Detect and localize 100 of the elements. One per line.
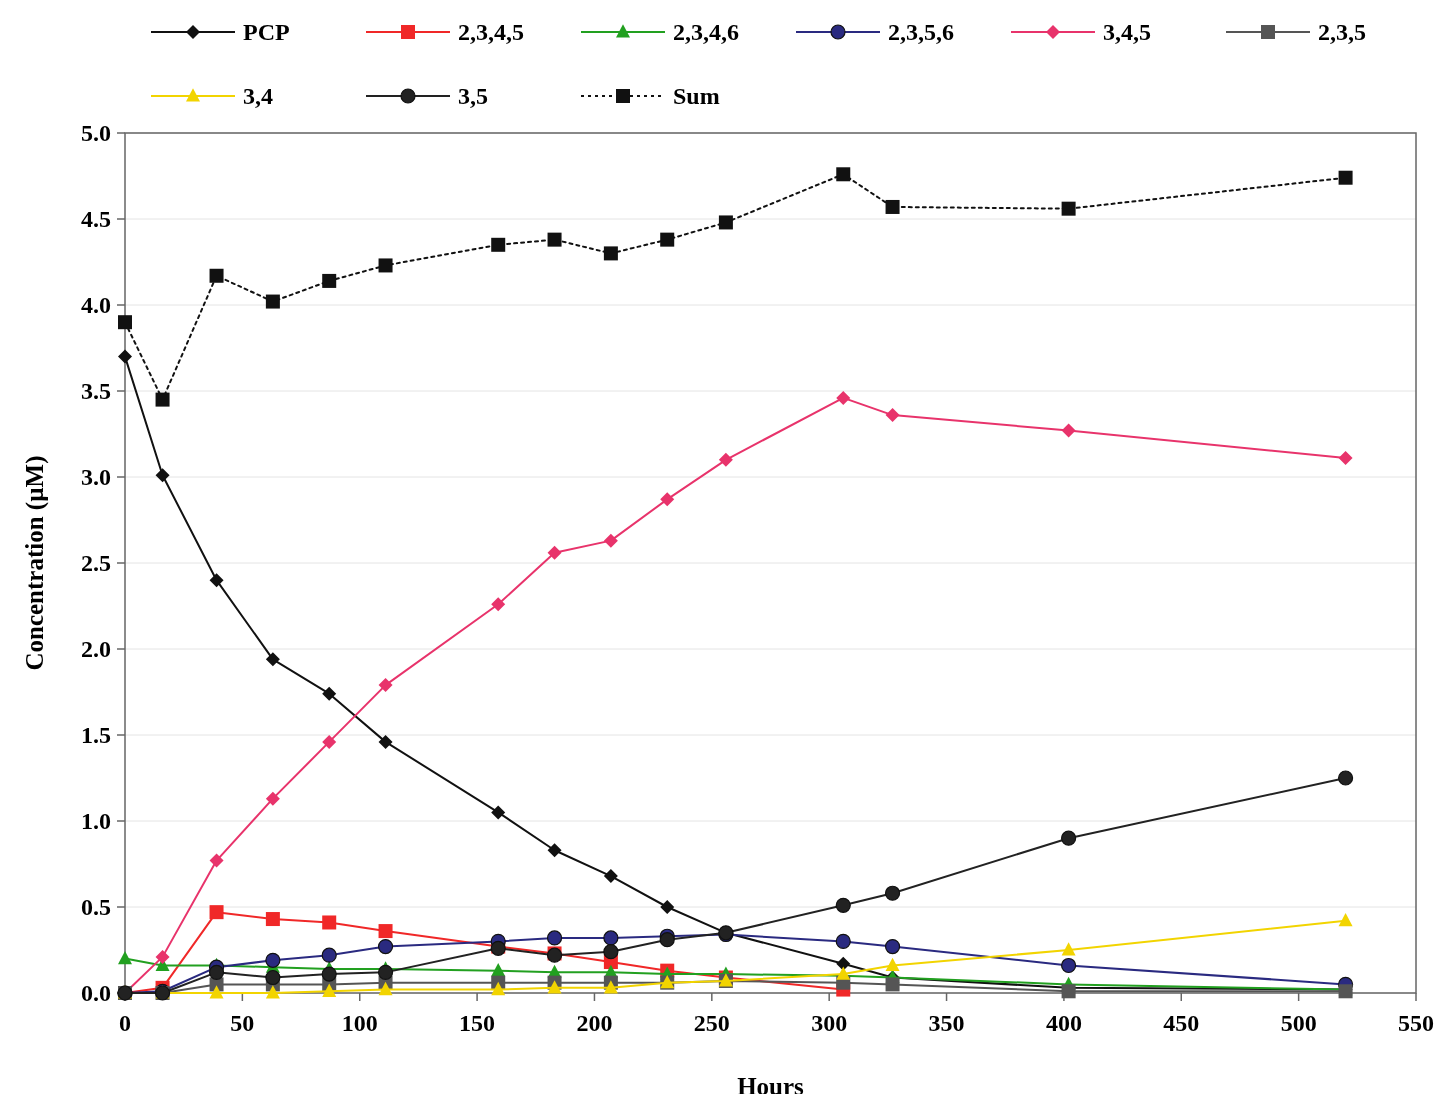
- point: [378, 678, 393, 693]
- y-tick-label: 3.0: [81, 464, 111, 490]
- point: [884, 885, 901, 901]
- point: [378, 258, 393, 273]
- y-tick-label: 1.5: [81, 722, 111, 748]
- legend-label: 2,3,4,5: [458, 19, 524, 45]
- point: [836, 390, 851, 405]
- point: [322, 686, 337, 701]
- point: [718, 215, 733, 230]
- legend-label: 3,4,5: [1103, 19, 1151, 45]
- point: [1061, 423, 1076, 438]
- point: [118, 349, 132, 364]
- point: [377, 964, 394, 980]
- point: [155, 468, 170, 483]
- point: [491, 597, 506, 612]
- point: [322, 273, 337, 288]
- point: [209, 985, 224, 999]
- point: [265, 912, 280, 927]
- point: [208, 964, 225, 980]
- point: [155, 392, 170, 407]
- y-tick-label: 3.5: [81, 378, 111, 404]
- y-tick-label: 2.0: [81, 636, 111, 662]
- point: [884, 938, 901, 955]
- point: [546, 930, 563, 946]
- point: [378, 981, 393, 996]
- point: [603, 944, 619, 960]
- point: [265, 652, 280, 667]
- point: [1338, 170, 1353, 185]
- point: [377, 938, 394, 955]
- y-tick-label: 4.0: [81, 292, 111, 318]
- point: [265, 969, 281, 986]
- x-tick-label: 0: [119, 1010, 131, 1036]
- legend-label: Sum: [673, 83, 720, 109]
- point: [1337, 770, 1354, 786]
- point: [491, 962, 506, 977]
- x-tick-label: 450: [1163, 1010, 1200, 1036]
- point: [321, 947, 337, 963]
- point: [718, 452, 733, 467]
- point: [1061, 957, 1077, 974]
- point: [265, 294, 280, 309]
- legend-label: 3,4: [243, 83, 273, 109]
- point: [1338, 451, 1353, 466]
- point: [885, 957, 900, 972]
- point: [322, 983, 337, 997]
- point: [660, 232, 675, 247]
- legend-label: 3,5: [458, 83, 488, 109]
- point: [660, 900, 675, 914]
- y-tick-label: 2.5: [81, 550, 111, 576]
- point: [659, 932, 675, 948]
- x-tick-label: 100: [341, 1010, 378, 1036]
- point: [836, 956, 851, 971]
- point: [885, 199, 900, 214]
- point: [660, 492, 675, 507]
- x-tick-label: 200: [576, 1010, 613, 1036]
- point: [491, 805, 506, 820]
- point: [547, 843, 562, 858]
- x-tick-label: 300: [811, 1010, 848, 1036]
- y-tick-label: 0.5: [81, 894, 111, 920]
- point: [547, 980, 562, 994]
- point: [1338, 913, 1353, 927]
- point: [378, 924, 393, 939]
- point: [265, 791, 280, 806]
- point: [265, 952, 281, 968]
- point: [885, 977, 900, 992]
- y-tick-label: 4.5: [81, 206, 111, 232]
- y-tick-label: 0.0: [81, 980, 111, 1006]
- legend-label: PCP: [243, 19, 290, 45]
- point: [491, 237, 506, 252]
- legend-label: 2,3,5: [1318, 19, 1366, 45]
- point: [378, 734, 393, 749]
- point: [265, 985, 280, 999]
- y-tick-label: 1.0: [81, 808, 111, 834]
- point: [547, 232, 562, 247]
- point: [321, 966, 337, 982]
- point: [835, 897, 851, 913]
- point: [491, 981, 506, 996]
- y-axis-title: Concentration (µM): [21, 455, 49, 671]
- x-tick-label: 550: [1398, 1010, 1434, 1036]
- point: [118, 950, 132, 965]
- legend-label: 2,3,5,6: [888, 19, 954, 45]
- point: [1061, 830, 1077, 846]
- y-tick-label: 5.0: [81, 120, 111, 146]
- point: [118, 315, 132, 330]
- x-tick-label: 500: [1280, 1010, 1317, 1036]
- point: [835, 933, 851, 949]
- point: [603, 246, 618, 261]
- x-tick-label: 350: [928, 1010, 965, 1036]
- point: [603, 869, 618, 884]
- point: [155, 949, 170, 964]
- point: [209, 573, 224, 588]
- x-tick-label: 150: [459, 1010, 496, 1036]
- point: [209, 268, 224, 283]
- x-tick-label: 50: [230, 1010, 255, 1036]
- point: [547, 545, 562, 560]
- point: [209, 905, 224, 920]
- point: [603, 930, 619, 946]
- point: [322, 915, 337, 930]
- legend-label: 2,3,4,6: [673, 19, 739, 45]
- point: [603, 533, 618, 548]
- point: [1061, 942, 1076, 956]
